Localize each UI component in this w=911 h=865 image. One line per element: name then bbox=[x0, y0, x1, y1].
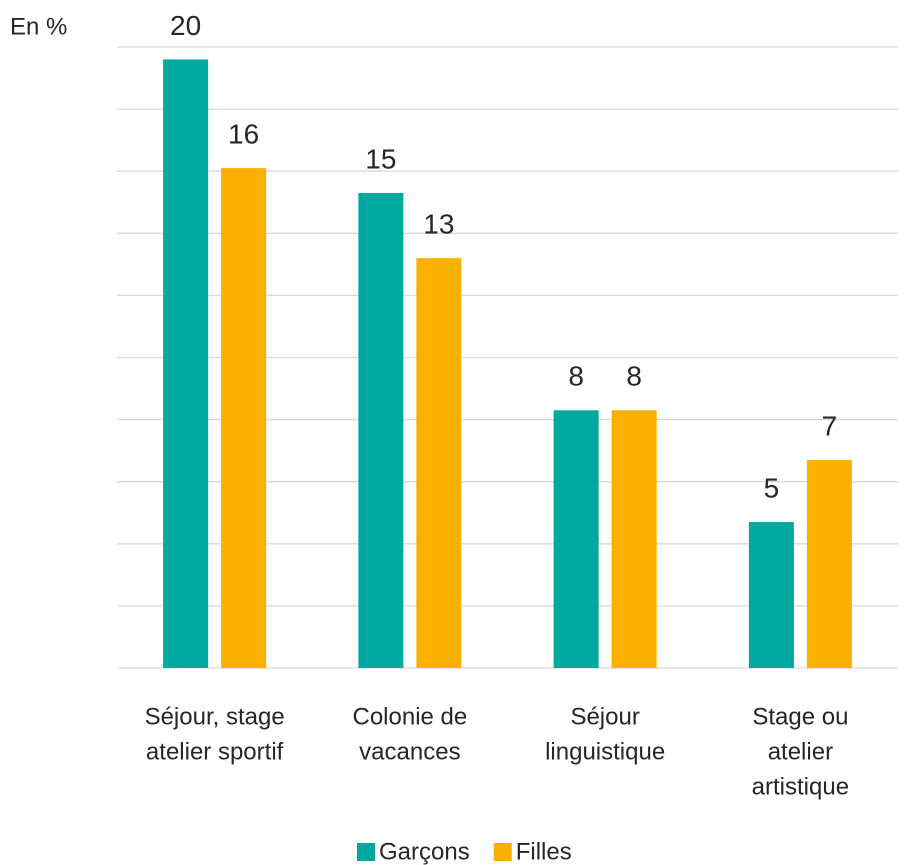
x-tick-label: Stage ou bbox=[752, 703, 848, 730]
x-tick-label: atelier sportif bbox=[146, 738, 284, 765]
y-axis-label: En % bbox=[10, 13, 67, 40]
data-label: 13 bbox=[423, 209, 454, 240]
x-tick-label: linguistique bbox=[545, 738, 665, 765]
x-tick-label: Colonie de bbox=[353, 703, 468, 730]
bar bbox=[416, 258, 462, 668]
legend-swatch bbox=[357, 843, 375, 861]
legend-label: Filles bbox=[516, 838, 572, 865]
data-label: 15 bbox=[365, 143, 396, 174]
data-label: 16 bbox=[228, 118, 259, 149]
bar bbox=[163, 59, 209, 669]
x-tick-label: atelier bbox=[768, 738, 833, 765]
x-tick-label: vacances bbox=[359, 738, 460, 765]
data-label: 8 bbox=[568, 361, 584, 392]
bar bbox=[806, 459, 852, 668]
legend-label: Garçons bbox=[379, 838, 470, 865]
bar bbox=[553, 410, 599, 668]
bar bbox=[358, 192, 404, 668]
bar bbox=[221, 168, 267, 668]
bar bbox=[748, 522, 794, 668]
x-tick-label: Séjour bbox=[570, 703, 639, 730]
data-label: 20 bbox=[170, 10, 201, 41]
data-label: 8 bbox=[626, 361, 642, 392]
data-label: 7 bbox=[822, 410, 838, 441]
data-label: 5 bbox=[764, 472, 780, 503]
x-tick-label: Séjour, stage bbox=[145, 703, 285, 730]
bar bbox=[611, 410, 657, 668]
x-tick-label: artistique bbox=[752, 773, 849, 800]
legend-swatch bbox=[493, 843, 512, 861]
